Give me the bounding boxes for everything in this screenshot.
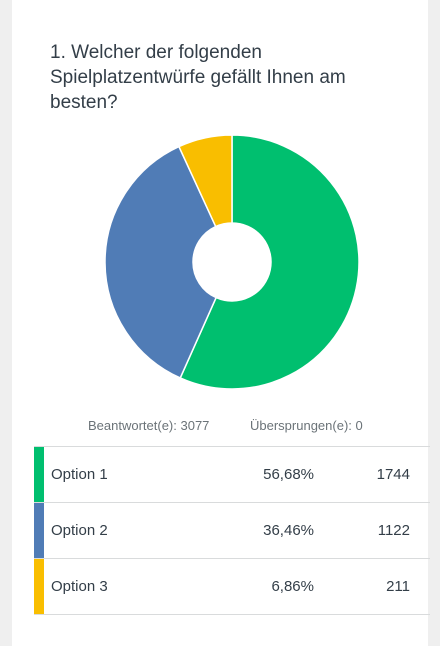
pie-slice-option-1	[179, 134, 360, 390]
pie-slice-option-2	[104, 145, 218, 379]
answered-count: Beantwortet(e): 3077	[88, 418, 210, 433]
table-row-option-3: Option 3 6,86% 211	[34, 559, 430, 615]
option-count: 211	[386, 578, 410, 595]
option-percent: 36,46%	[263, 522, 314, 539]
question-title: 1. Welcher der folgenden Spielplatzentwü…	[50, 42, 346, 113]
pie-slice-option-3	[177, 134, 233, 228]
option-label: Option 3	[51, 578, 108, 595]
option-count: 1122	[377, 522, 410, 539]
table-row-option-2: Option 2 36,46% 1122	[34, 503, 430, 559]
option-label: Option 1	[51, 466, 108, 483]
option-label: Option 2	[51, 522, 108, 539]
color-swatch	[34, 503, 44, 558]
option-percent: 56,68%	[263, 466, 314, 483]
donut-chart	[104, 134, 360, 390]
table-row-option-1: Option 1 56,68% 1744	[34, 447, 430, 503]
color-swatch	[34, 559, 44, 614]
results-table: Option 1 56,68% 1744 Option 2 36,46% 112…	[34, 446, 430, 615]
skipped-count: Übersprungen(e): 0	[250, 418, 363, 433]
question-card: 1. Welcher der folgenden Spielplatzentwü…	[12, 0, 430, 646]
color-swatch	[34, 447, 44, 502]
option-count: 1744	[376, 466, 410, 483]
option-percent: 6,86%	[271, 578, 314, 595]
